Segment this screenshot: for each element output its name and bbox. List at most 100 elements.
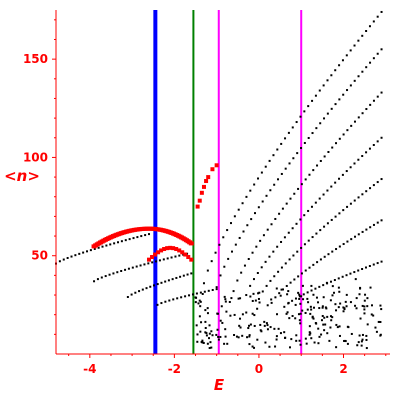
black-point xyxy=(333,279,336,282)
black-point xyxy=(306,291,309,294)
black-point xyxy=(365,66,368,69)
black-point xyxy=(296,152,299,155)
black-point xyxy=(273,183,276,186)
black-point xyxy=(357,269,360,272)
black-point xyxy=(198,299,201,302)
black-point xyxy=(265,284,268,287)
black-point xyxy=(248,335,251,338)
black-point xyxy=(338,98,341,101)
black-point xyxy=(365,228,368,231)
black-point xyxy=(258,301,261,304)
black-point xyxy=(366,297,369,300)
black-point xyxy=(239,297,242,300)
black-point xyxy=(353,120,356,123)
black-point xyxy=(365,347,368,350)
black-point xyxy=(268,159,271,162)
black-point xyxy=(105,244,108,247)
black-point xyxy=(124,268,127,271)
black-point xyxy=(353,44,356,47)
black-point xyxy=(376,15,379,18)
black-point xyxy=(341,173,344,176)
black-point xyxy=(230,250,233,253)
black-point xyxy=(338,137,341,140)
black-point xyxy=(366,323,369,326)
black-point xyxy=(261,200,264,203)
black-point xyxy=(342,310,345,313)
black-point xyxy=(139,264,142,267)
black-point xyxy=(206,312,209,315)
black-point xyxy=(130,293,133,296)
black-point xyxy=(308,333,311,336)
black-point xyxy=(234,243,237,246)
black-point xyxy=(249,295,252,298)
black-point xyxy=(254,299,257,302)
black-point xyxy=(196,340,199,343)
black-point xyxy=(160,302,163,305)
black-point xyxy=(167,279,170,282)
black-point xyxy=(277,327,280,330)
black-point xyxy=(326,315,329,318)
black-point xyxy=(97,246,100,249)
red-point xyxy=(189,257,194,262)
black-point xyxy=(217,338,220,341)
black-point xyxy=(289,197,292,200)
black-point xyxy=(113,242,116,245)
black-point xyxy=(363,312,366,315)
black-point xyxy=(275,287,278,290)
black-point xyxy=(379,334,382,337)
black-point xyxy=(326,332,329,335)
black-point xyxy=(126,295,129,298)
black-point xyxy=(109,243,112,246)
black-point xyxy=(293,278,296,281)
black-point xyxy=(249,189,252,192)
black-point xyxy=(220,305,223,308)
black-point xyxy=(100,276,103,279)
black-point xyxy=(261,290,264,293)
black-point xyxy=(295,121,298,124)
black-point xyxy=(191,293,194,296)
black-point xyxy=(276,148,279,151)
black-point xyxy=(370,304,373,307)
black-point xyxy=(296,250,299,253)
black-point xyxy=(298,293,301,296)
black-point xyxy=(149,285,152,288)
black-point xyxy=(257,292,260,295)
black-point xyxy=(201,292,204,295)
black-point xyxy=(266,304,269,307)
black-point xyxy=(277,270,280,273)
black-point xyxy=(307,136,310,139)
black-point xyxy=(330,319,333,322)
black-point xyxy=(315,127,318,130)
black-point xyxy=(380,136,383,139)
black-point xyxy=(297,275,300,278)
black-point xyxy=(266,228,269,231)
black-point xyxy=(380,91,383,94)
black-point xyxy=(379,320,382,323)
black-point xyxy=(242,230,245,233)
black-point xyxy=(299,343,302,346)
black-point xyxy=(334,215,337,218)
black-point xyxy=(329,315,332,318)
black-point xyxy=(372,263,375,266)
black-point xyxy=(247,257,250,260)
black-point xyxy=(364,266,367,269)
black-point xyxy=(219,319,222,322)
black-point xyxy=(344,300,347,303)
black-point xyxy=(361,338,364,341)
black-point xyxy=(350,238,353,241)
black-point xyxy=(316,164,319,167)
black-point xyxy=(207,289,210,292)
black-point xyxy=(292,157,295,160)
black-point xyxy=(346,129,349,132)
black-point xyxy=(270,298,273,301)
black-point xyxy=(298,297,301,300)
black-point xyxy=(147,262,150,265)
black-point xyxy=(304,337,307,340)
black-point xyxy=(357,116,360,119)
black-point xyxy=(323,329,326,332)
black-point xyxy=(369,61,372,64)
black-point xyxy=(198,315,201,318)
black-point xyxy=(270,223,273,226)
black-point xyxy=(160,281,163,284)
black-point xyxy=(361,304,364,307)
